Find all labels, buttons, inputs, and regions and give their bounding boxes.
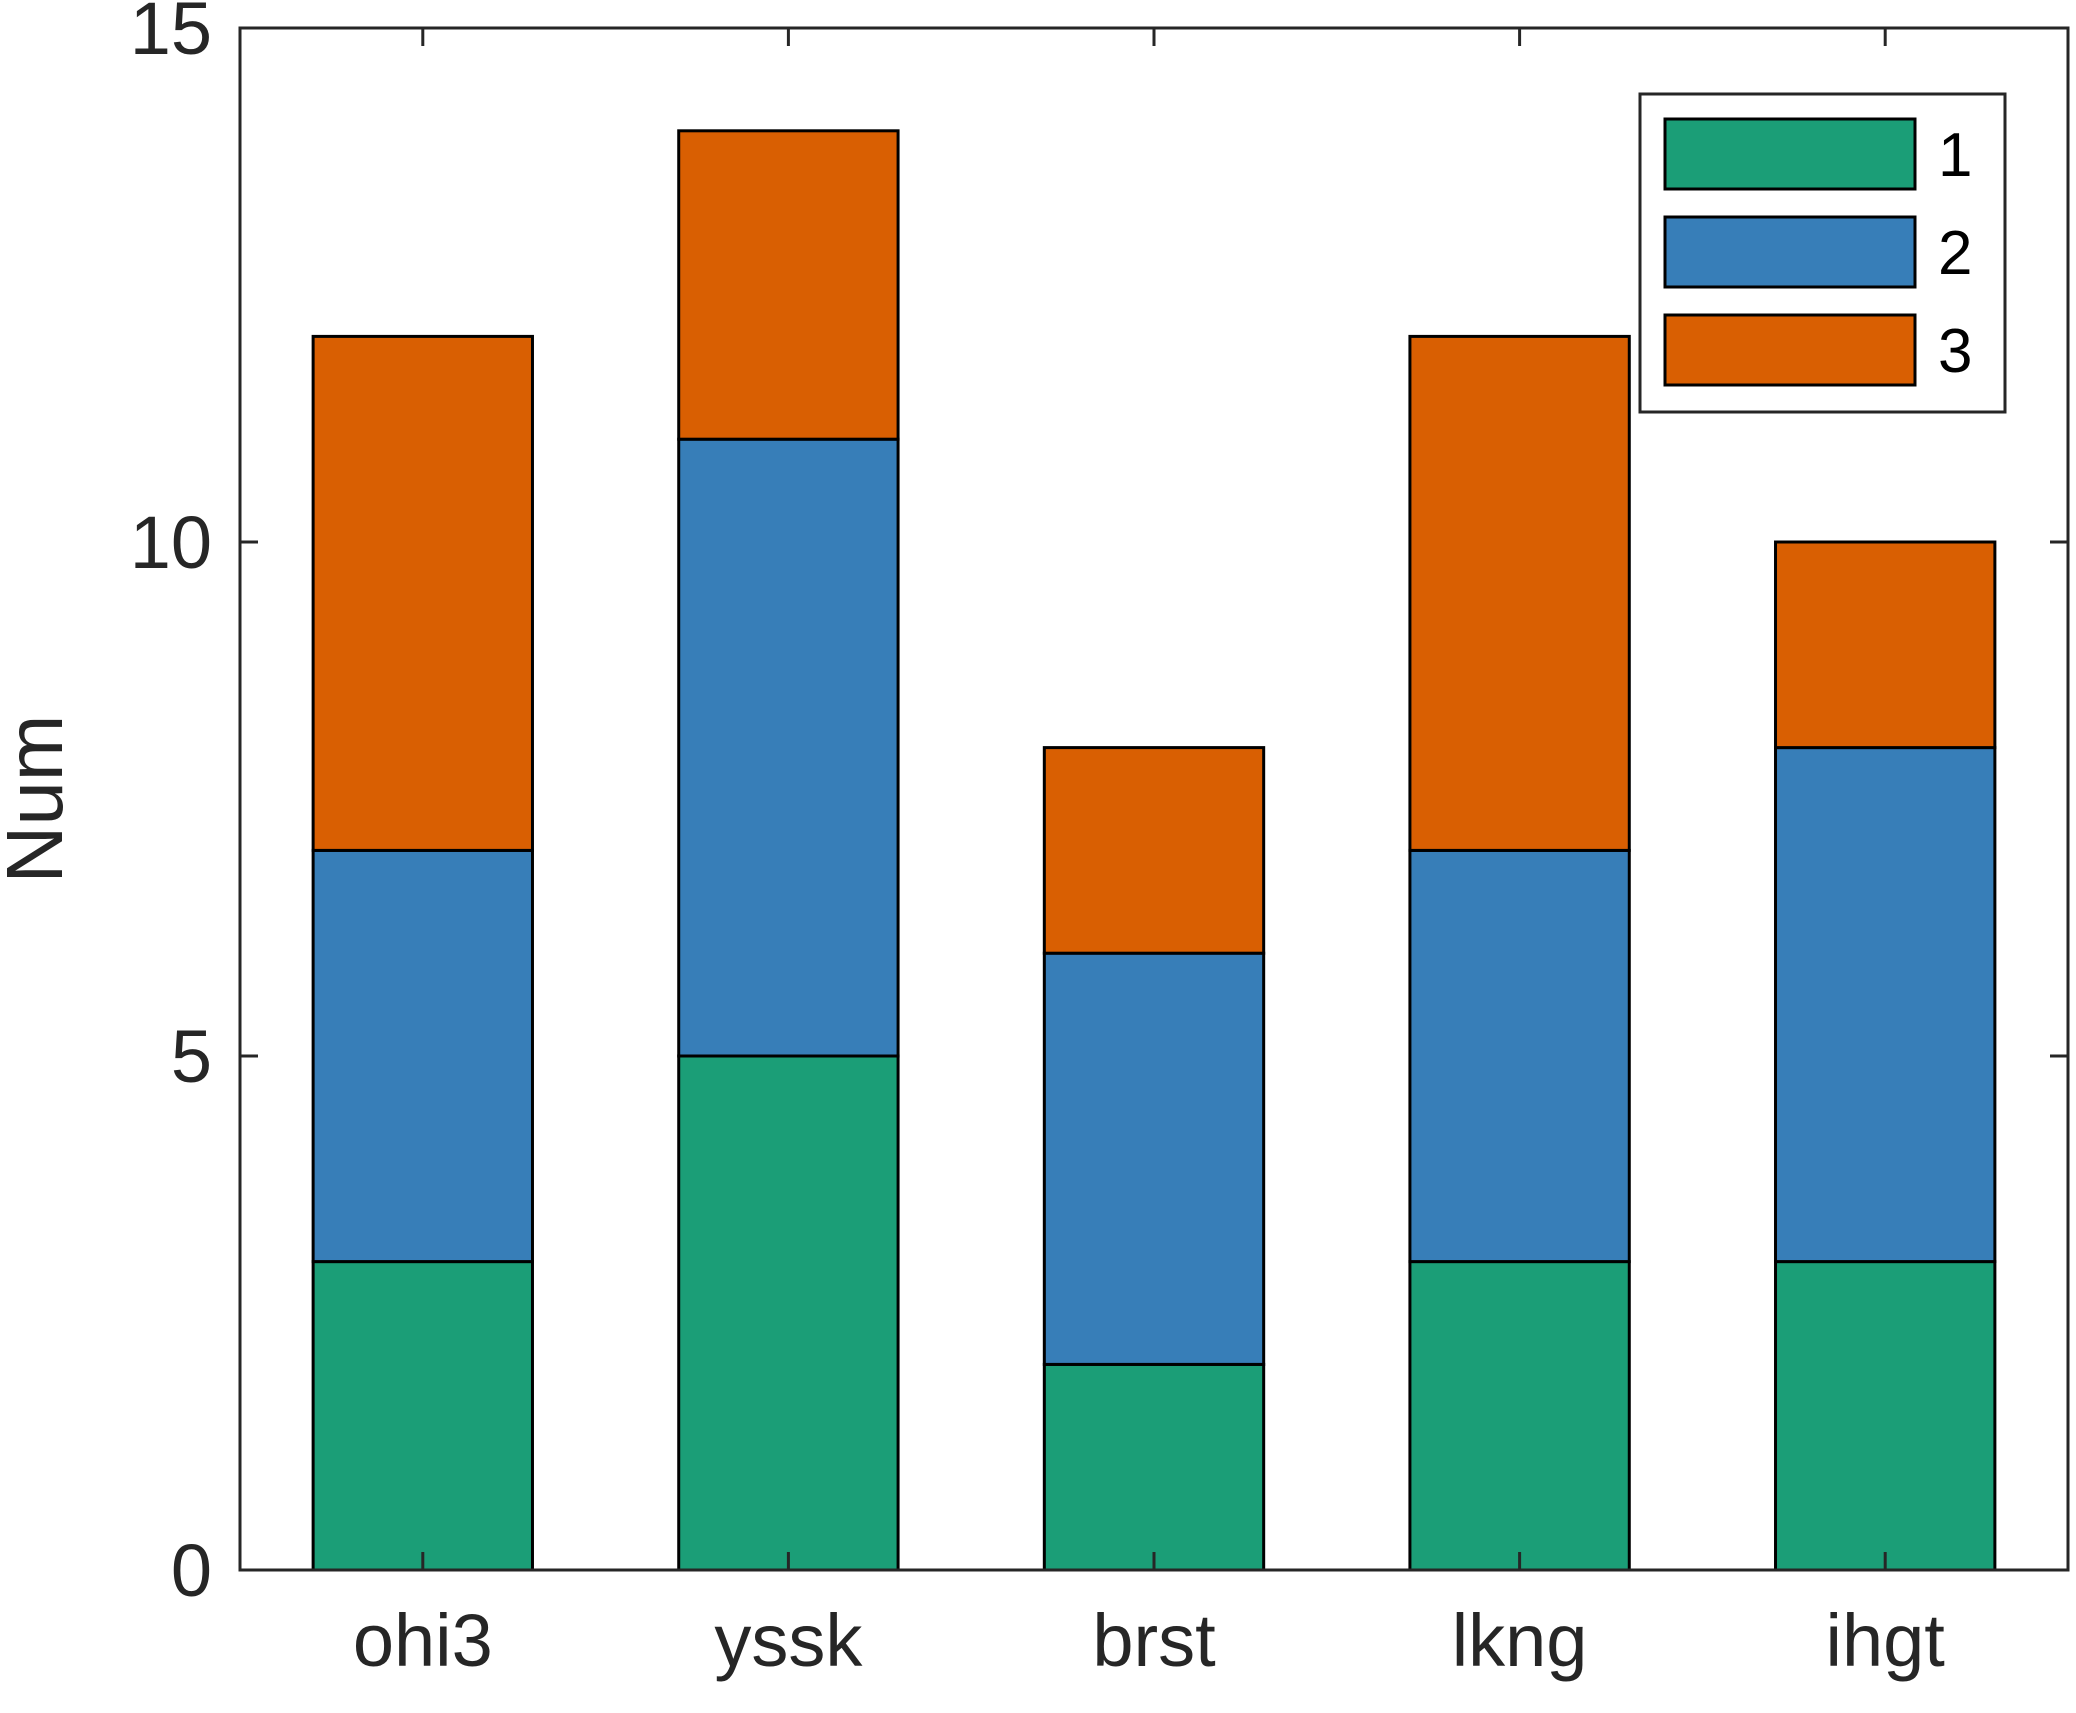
bar-lkng-series-1 [1408,1260,1631,1572]
legend-label-1: 1 [1938,121,1972,190]
y-tick-label-0: 0 [171,1529,212,1612]
bar-ohi3-series-1 [311,1260,534,1572]
bar-yssk-series-1 [677,1054,900,1572]
y-tick-label-5: 5 [171,1015,212,1098]
legend-label-3: 3 [1938,317,1972,386]
bar-brst-series-1 [1042,1362,1266,1572]
legend: 1 2 3 [1638,92,2007,414]
bars-layer [311,129,1997,1572]
bar-brst-series-3 [1042,746,1266,955]
x-tick-label-ohi3: ohi3 [353,1599,493,1682]
y-axis-label: Num [0,715,79,884]
bar-ohi3-series-3 [311,334,534,852]
bar-ihgt-series-3 [1774,540,1997,750]
y-tick-label-15: 15 [130,0,212,70]
axes-layer: 0 5 10 15 ohi3 yssk brst lkng ihgt Num [0,0,2070,1682]
bar-yssk-series-2 [677,437,900,1058]
legend-swatch-1 [1663,117,1917,191]
x-tick-label-brst: brst [1092,1599,1216,1682]
legend-swatch-3 [1663,313,1917,387]
y-tick-label-10: 10 [130,501,212,584]
bar-ohi3-series-2 [311,848,534,1264]
bar-yssk-series-3 [677,129,900,441]
bar-ihgt-series-1 [1774,1260,1997,1572]
legend-label-2: 2 [1938,219,1972,288]
x-tick-label-lkng: lkng [1452,1599,1588,1682]
x-tick-label-yssk: yssk [714,1599,863,1682]
bar-brst-series-2 [1042,951,1266,1366]
bar-lkng-series-2 [1408,848,1631,1264]
bar-ihgt-series-2 [1774,746,1997,1264]
bar-lkng-series-3 [1408,334,1631,852]
legend-swatch-2 [1663,215,1917,289]
x-tick-label-ihgt: ihgt [1826,1599,1946,1682]
